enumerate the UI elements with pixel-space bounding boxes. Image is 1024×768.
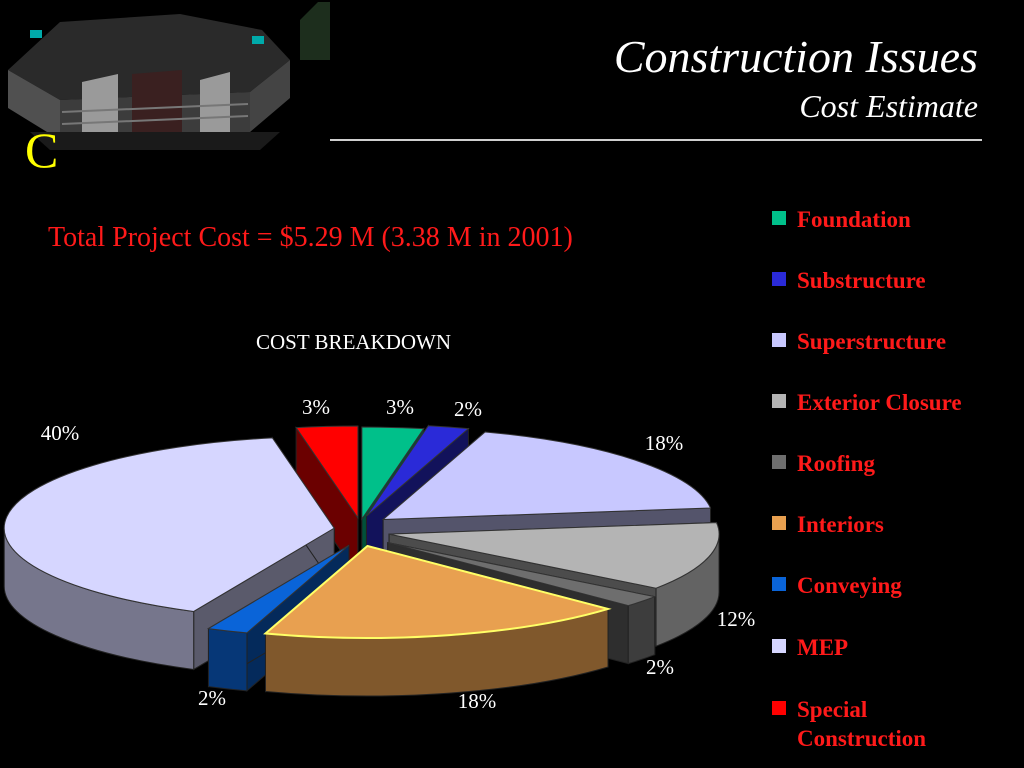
legend-label: Substructure: [797, 268, 926, 293]
chart-title: COST BREAKDOWN: [256, 330, 452, 354]
slide-subtitle: Cost Estimate: [799, 88, 978, 124]
data-label-roofing: 2%: [646, 655, 674, 679]
legend-item-roofing: Roofing: [772, 449, 875, 479]
legend-item-foundation: Foundation: [772, 205, 911, 235]
data-label-superstructure: 18%: [645, 431, 684, 455]
data-label-interiors: 18%: [458, 689, 497, 713]
legend-label: Superstructure: [797, 329, 947, 354]
legend-swatch: [772, 516, 786, 530]
legend-item-substructure: Substructure: [772, 266, 926, 296]
legend-item-interiors: Interiors: [772, 510, 884, 540]
data-label-mep: 40%: [41, 421, 80, 445]
legend-swatch: [772, 272, 786, 286]
legend-item-mep: MEP: [772, 633, 848, 663]
legend-item-conveying: Conveying: [772, 571, 902, 601]
building-logo: [8, 2, 330, 150]
legend-label: MEP: [797, 635, 849, 660]
legend-swatch: [772, 333, 786, 347]
legend-label: Conveying: [797, 573, 902, 598]
legend-swatch: [772, 455, 786, 469]
legend-swatch: [772, 577, 786, 591]
slide-title: Construction Issues: [613, 31, 978, 82]
legend-swatch: [772, 639, 786, 653]
legend-item-superstructure: Superstructure: [772, 327, 946, 357]
data-label-conveying: 2%: [198, 686, 226, 710]
data-label-foundation: 3%: [386, 395, 414, 419]
title-divider: [330, 139, 982, 141]
pie-chart: 3% 2% 18% 12% 2% 18% 2% 40% 3%: [3, 395, 756, 713]
legend-swatch: [772, 701, 786, 715]
legend-item-exterior-closure: Exterior Closure: [772, 388, 962, 418]
legend-label: Special Construction: [797, 697, 927, 751]
legend-label: Roofing: [797, 451, 875, 476]
legend-swatch: [772, 211, 786, 225]
data-label-exterior-closure: 12%: [717, 607, 756, 631]
legend-item-special-construction: Special Construction: [772, 695, 977, 753]
total-project-cost: Total Project Cost = $5.29 M (3.38 M in …: [48, 222, 573, 253]
legend-label: Foundation: [797, 207, 911, 232]
legend-swatch: [772, 394, 786, 408]
legend-label: Interiors: [797, 512, 884, 537]
pie-slice-interiors: [263, 544, 612, 697]
logo-letter: C: [25, 122, 59, 178]
data-label-substructure: 2%: [454, 397, 482, 421]
legend-label: Exterior Closure: [797, 390, 962, 415]
data-label-special-construction: 3%: [302, 395, 330, 419]
